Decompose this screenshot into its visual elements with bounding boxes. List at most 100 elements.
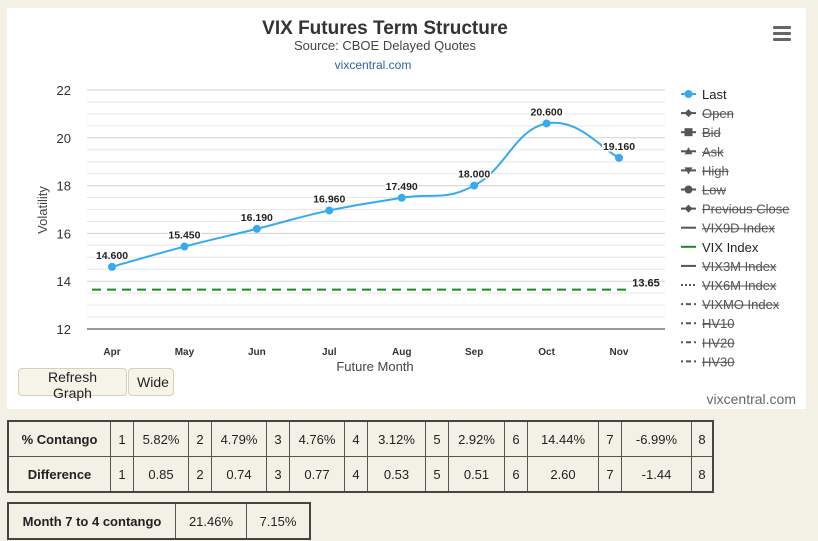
- legend-item[interactable]: HV30: [681, 354, 735, 369]
- row-label: Difference: [7, 456, 111, 493]
- legend-circle-marker: [684, 185, 693, 194]
- table-row: Month 7 to 4 contango 21.46% 7.15%: [7, 502, 311, 540]
- value-cell: 0.53: [367, 456, 426, 493]
- value-cell: 0.74: [211, 456, 267, 493]
- legend-item[interactable]: Ask: [681, 144, 724, 159]
- value-cell: 0.85: [133, 456, 189, 493]
- month-number-cell: 8: [691, 420, 714, 457]
- data-label-last: 18.000: [458, 169, 490, 181]
- month-7-to-4-label: Month 7 to 4 contango: [7, 502, 176, 540]
- data-point-last: [542, 119, 551, 128]
- chart-title: VIX Futures Term Structure: [262, 18, 508, 39]
- data-label-last: 17.490: [386, 181, 418, 193]
- legend-item[interactable]: Bid: [681, 125, 721, 140]
- legend-item[interactable]: Open: [681, 106, 734, 121]
- legend-item[interactable]: Low: [681, 183, 726, 198]
- legend-diamond-marker: [684, 204, 693, 213]
- x-axis-title: Future Month: [336, 359, 413, 374]
- legend-item[interactable]: VIXMO Index: [681, 297, 780, 312]
- month-7-to-4-percent: 21.46%: [175, 502, 247, 540]
- legend-item[interactable]: VIX9D Index: [681, 221, 775, 236]
- x-tick-label: Aug: [392, 347, 411, 358]
- chart-subtitle: Source: CBOE Delayed Quotes: [294, 38, 477, 53]
- y-tick-label: 20: [57, 131, 71, 146]
- legend-item[interactable]: HV20: [681, 335, 735, 350]
- legend-item[interactable]: VIX3M Index: [681, 259, 777, 274]
- x-tick-label: Apr: [103, 347, 120, 358]
- legend-label: VIX Index: [702, 240, 759, 255]
- month-number-cell: 6: [504, 420, 528, 457]
- value-cell: 4.76%: [289, 420, 345, 457]
- data-point-last: [252, 224, 261, 233]
- legend-triangle-marker: [684, 147, 693, 155]
- legend-diamond-marker: [684, 109, 693, 118]
- legend-item[interactable]: VIX Index: [681, 240, 759, 255]
- data-point-last: [615, 153, 623, 162]
- row-label: % Contango: [7, 420, 111, 457]
- data-label-last: 14.600: [96, 250, 128, 262]
- month-number-cell: 4: [344, 420, 368, 457]
- series-line-last: [111, 121, 620, 268]
- table-row: % Contango 1 5.82% 2 4.79% 3 4.76% 4 3.12% 5 2.92%…: [7, 420, 714, 457]
- legend-item[interactable]: Last: [681, 87, 727, 102]
- y-axis-title: Volatility: [35, 186, 50, 234]
- data-label-last: 16.190: [241, 212, 273, 224]
- month-7-to-4-table: Month 7 to 4 contango 21.46% 7.15%: [7, 502, 311, 540]
- data-point-last: [180, 242, 189, 251]
- legend-triangle-down-marker: [684, 167, 693, 175]
- legend-item[interactable]: Previous Close: [681, 202, 790, 217]
- y-tick-label: 12: [57, 322, 71, 337]
- contango-table: % Contango 1 5.82% 2 4.79% 3 4.76% 4 3.12% 5 2.92%…: [7, 420, 714, 493]
- y-tick-label: 16: [57, 226, 71, 241]
- value-cell: -6.99%: [621, 420, 692, 457]
- legend-item[interactable]: High: [681, 163, 729, 178]
- x-tick-label: Jul: [322, 347, 337, 358]
- value-cell: 4.79%: [211, 420, 267, 457]
- month-number-cell: 1: [110, 420, 134, 457]
- data-point-last: [470, 181, 479, 190]
- month-number-cell: 4: [344, 456, 368, 493]
- subtitle-link[interactable]: vixcentral.com: [335, 58, 412, 72]
- data-label-last: 15.450: [168, 230, 200, 242]
- x-tick-label: Sep: [465, 347, 483, 358]
- y-tick-label: 18: [57, 179, 71, 194]
- month-number-cell: 2: [188, 420, 212, 457]
- value-cell: 2.60: [527, 456, 599, 493]
- x-tick-label: Nov: [610, 347, 629, 358]
- month-number-cell: 5: [425, 420, 449, 457]
- refresh-graph-button[interactable]: Refresh Graph: [18, 368, 127, 401]
- month-number-cell: 7: [598, 456, 622, 493]
- value-cell: 0.77: [289, 456, 345, 493]
- month-number-cell: 3: [266, 420, 290, 457]
- x-tick-label: Jun: [248, 347, 266, 358]
- data-label-last: 20.600: [531, 106, 563, 118]
- value-cell: 14.44%: [527, 420, 599, 457]
- value-cell: 0.51: [448, 456, 505, 493]
- vix-index-end-label: 13.65: [632, 278, 660, 290]
- month-number-cell: 3: [266, 456, 290, 493]
- data-point-last: [397, 193, 406, 202]
- value-cell: 2.92%: [448, 420, 505, 457]
- legend-label: Last: [702, 87, 727, 102]
- x-tick-label: May: [175, 347, 195, 358]
- month-7-to-4-value: 7.15%: [246, 502, 311, 540]
- legend-square-marker: [684, 128, 693, 137]
- month-number-cell: 7: [598, 420, 622, 457]
- value-cell: -1.44: [621, 456, 692, 493]
- x-tick-label: Oct: [538, 347, 555, 358]
- chart-credit: vixcentral.com: [706, 391, 796, 407]
- hamburger-menu-icon[interactable]: [773, 26, 791, 42]
- y-tick-label: 22: [57, 83, 71, 98]
- legend-item[interactable]: VIX6M Index: [681, 278, 777, 293]
- legend-item[interactable]: HV10: [681, 316, 735, 331]
- chart-panel: VIX Futures Term Structure Source: CBOE D…: [7, 8, 806, 409]
- month-number-cell: 5: [425, 456, 449, 493]
- data-point-last: [108, 262, 116, 271]
- data-point-last: [325, 206, 334, 215]
- wide-button[interactable]: Wide: [128, 368, 174, 396]
- month-number-cell: 1: [110, 456, 134, 493]
- legend-circle-marker: [684, 90, 693, 98]
- month-number-cell: 6: [504, 456, 528, 493]
- month-number-cell: 8: [691, 456, 714, 493]
